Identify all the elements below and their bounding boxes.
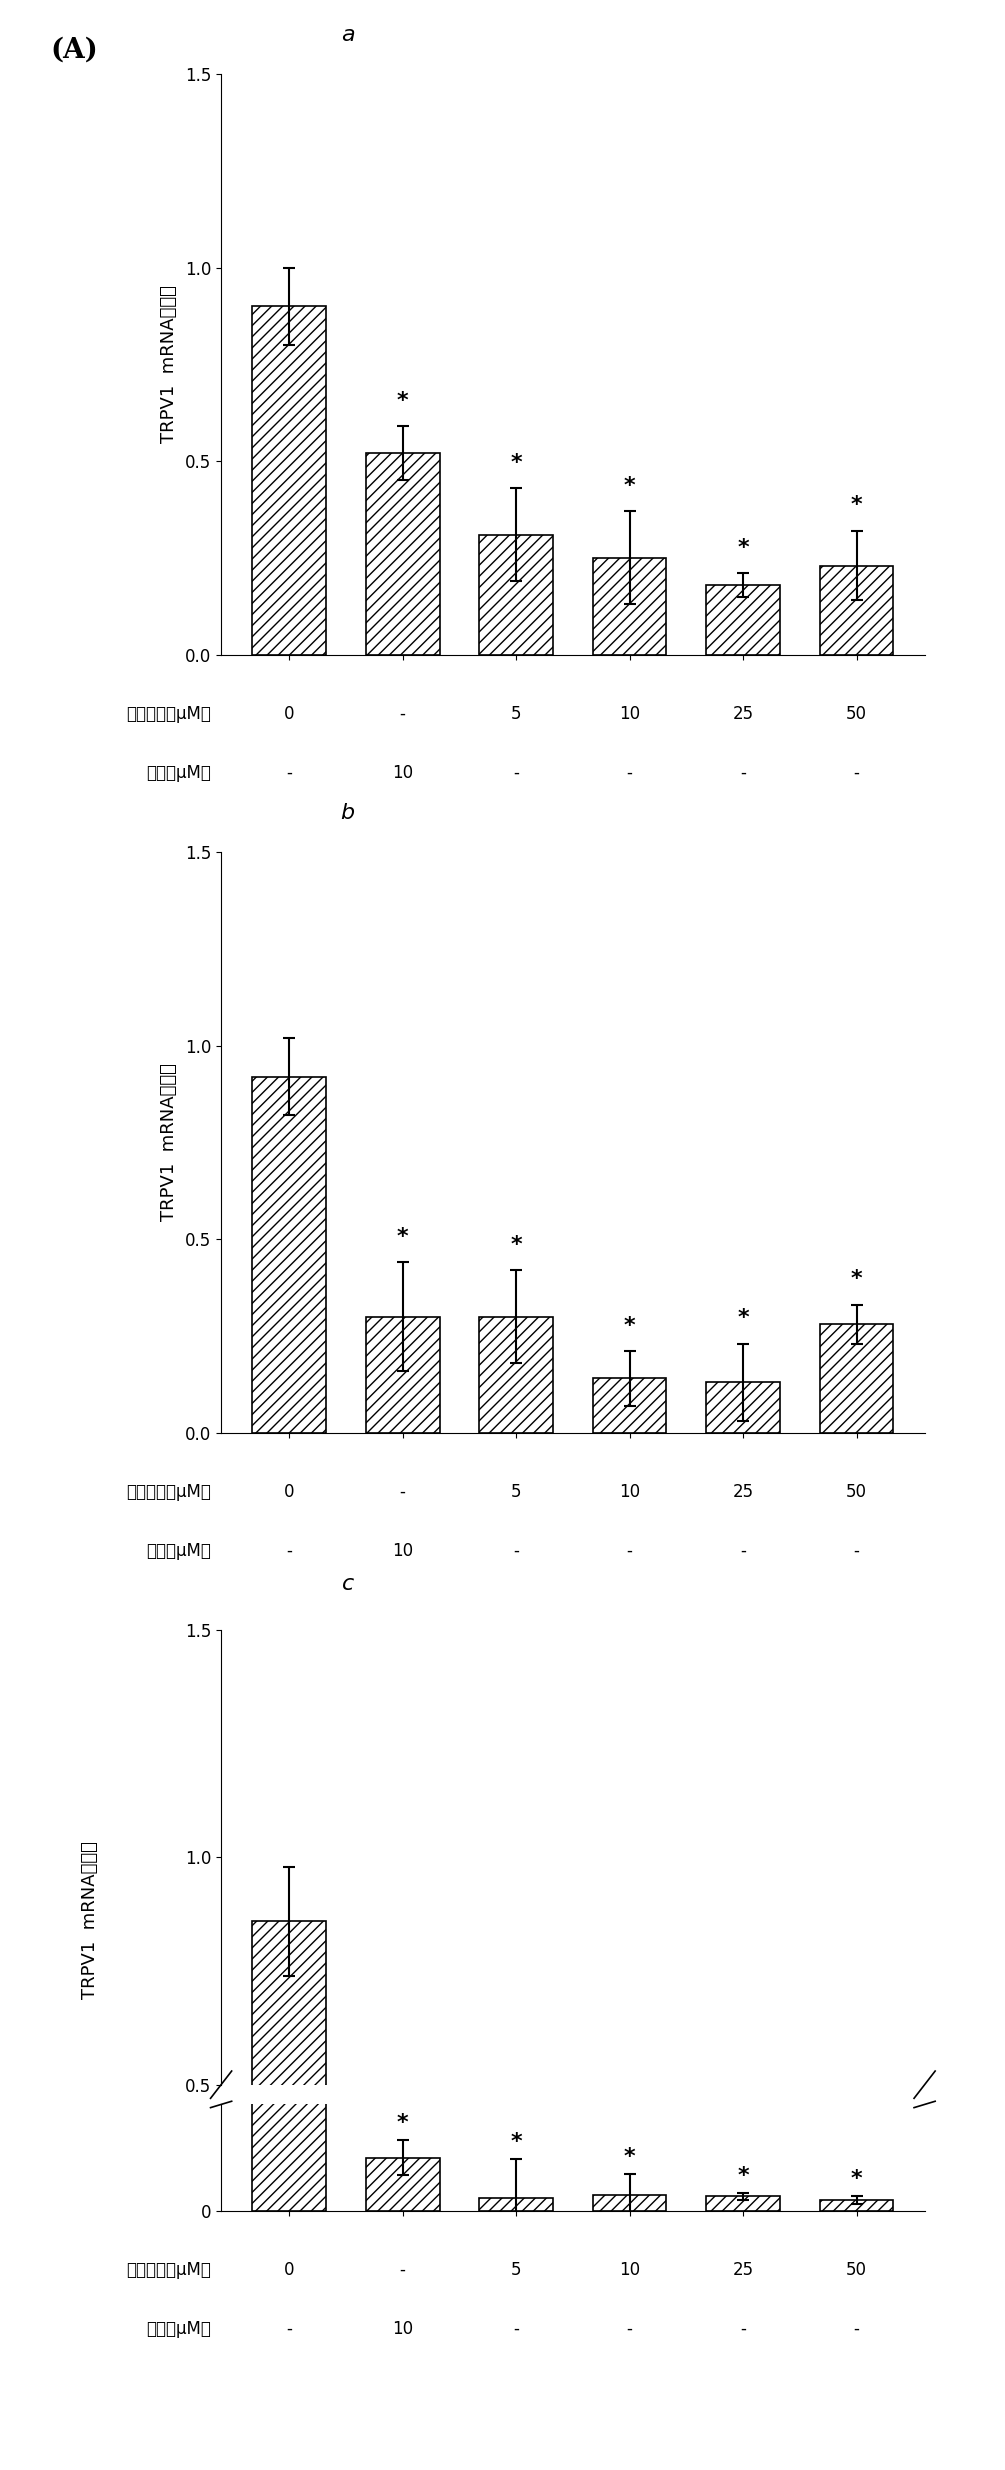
Bar	[366, 2159, 439, 2211]
Text: -: -	[853, 1541, 859, 1561]
Bar	[820, 1324, 893, 1433]
Text: 0: 0	[284, 1482, 294, 1502]
Text: 10: 10	[392, 1541, 413, 1561]
Bar	[252, 306, 326, 655]
Text: 10: 10	[619, 1482, 640, 1502]
Text: 25: 25	[733, 2260, 754, 2280]
Text: c: c	[342, 1573, 354, 1593]
Text: -: -	[627, 1541, 632, 1561]
Text: -: -	[740, 763, 746, 783]
Text: b: b	[341, 803, 355, 823]
Text: *: *	[511, 1235, 522, 1255]
Text: 50: 50	[846, 1482, 867, 1502]
Text: -: -	[627, 2319, 632, 2339]
Bar	[820, 2305, 893, 2312]
Bar	[252, 1601, 326, 2211]
Bar	[707, 585, 780, 655]
Bar	[366, 2277, 439, 2312]
Text: *: *	[738, 1309, 749, 1329]
Text: 10: 10	[619, 2260, 640, 2280]
Text: *: *	[738, 538, 749, 558]
Text: -: -	[286, 1541, 292, 1561]
Text: -: -	[514, 1541, 519, 1561]
Text: 0: 0	[284, 2260, 294, 2280]
Bar	[593, 558, 666, 655]
Text: *: *	[850, 2169, 862, 2188]
Bar	[593, 2196, 666, 2211]
Text: 新生霆素（μM）: 新生霆素（μM）	[127, 704, 211, 724]
Bar	[479, 2198, 553, 2211]
Text: 钓红（μM）: 钓红（μM）	[146, 1541, 211, 1561]
Bar	[252, 1922, 326, 2312]
Text: *: *	[850, 1270, 862, 1289]
Text: -: -	[400, 2260, 406, 2280]
Text: a: a	[341, 25, 355, 44]
Bar	[707, 2196, 780, 2211]
Text: 新生霆素（μM）: 新生霆素（μM）	[127, 1482, 211, 1502]
Text: *: *	[397, 1228, 408, 1247]
Text: 10: 10	[619, 704, 640, 724]
Y-axis label: TRPV1  mRNA表达量: TRPV1 mRNA表达量	[160, 287, 178, 442]
Text: 5: 5	[511, 1482, 522, 1502]
Text: -: -	[514, 2319, 519, 2339]
Text: 10: 10	[392, 763, 413, 783]
Text: -: -	[286, 763, 292, 783]
Text: *: *	[850, 496, 862, 516]
Text: -: -	[400, 1482, 406, 1502]
Text: 钓红（μM）: 钓红（μM）	[146, 2319, 211, 2339]
Text: 0: 0	[284, 704, 294, 724]
Text: -: -	[740, 1541, 746, 1561]
Text: 50: 50	[846, 704, 867, 724]
Y-axis label: TRPV1  mRNA表达量: TRPV1 mRNA表达量	[160, 1065, 178, 1220]
Text: *: *	[397, 2112, 408, 2132]
Bar	[252, 1077, 326, 1433]
Bar	[366, 1317, 439, 1433]
Text: 5: 5	[511, 2260, 522, 2280]
Text: *: *	[624, 2146, 635, 2166]
Text: 钓红（μM）: 钓红（μM）	[146, 763, 211, 783]
Text: 25: 25	[733, 704, 754, 724]
Text: *: *	[511, 452, 522, 472]
Text: *: *	[624, 477, 635, 496]
Bar	[707, 1383, 780, 1433]
Text: 25: 25	[733, 1482, 754, 1502]
Text: *: *	[624, 1317, 635, 1336]
Bar	[820, 566, 893, 655]
Text: -: -	[853, 763, 859, 783]
Bar	[707, 2302, 780, 2312]
Text: 50: 50	[846, 2260, 867, 2280]
Text: -: -	[400, 704, 406, 724]
Text: -: -	[853, 2319, 859, 2339]
Bar	[479, 1317, 553, 1433]
Text: TRPV1  mRNA表达量: TRPV1 mRNA表达量	[81, 1843, 99, 1998]
Bar	[593, 1378, 666, 1433]
Text: -: -	[627, 763, 632, 783]
Bar	[820, 2201, 893, 2211]
Text: 10: 10	[392, 2319, 413, 2339]
Text: *: *	[511, 2132, 522, 2151]
Text: 新生霆素（μM）: 新生霆素（μM）	[127, 2260, 211, 2280]
Text: -: -	[514, 763, 519, 783]
Text: *: *	[397, 390, 408, 410]
Bar	[479, 2305, 553, 2312]
Text: *: *	[738, 2166, 749, 2186]
Text: -: -	[286, 2319, 292, 2339]
Text: (A): (A)	[50, 37, 98, 64]
Text: -: -	[740, 2319, 746, 2339]
Bar	[593, 2302, 666, 2312]
Bar	[479, 534, 553, 655]
Text: 5: 5	[511, 704, 522, 724]
Bar	[366, 454, 439, 655]
